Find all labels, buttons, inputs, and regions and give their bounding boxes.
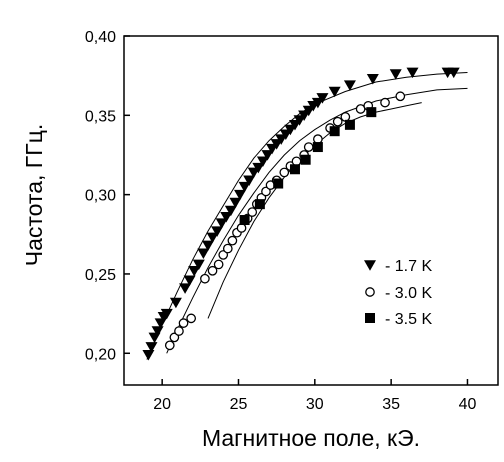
y-tick-label: 0,25 [85, 267, 116, 284]
data-point [261, 186, 271, 197]
data-point [227, 235, 238, 246]
y-tick-label: 0,30 [85, 188, 116, 205]
data-point [247, 207, 258, 217]
legend-marker [365, 287, 375, 297]
data-point [254, 199, 265, 210]
data-point [238, 181, 251, 193]
data-point [213, 259, 224, 270]
data-point [188, 265, 201, 277]
data-point [395, 91, 406, 102]
data-point [222, 243, 233, 254]
data-point [169, 332, 180, 343]
data-point [183, 275, 196, 286]
data-point [218, 250, 229, 260]
data-point [142, 350, 155, 361]
data-point [252, 162, 265, 174]
data-point [256, 156, 269, 168]
x-axis-title: Магнитное поле, кЭ. [202, 425, 420, 451]
data-point [224, 205, 237, 217]
x-tick-label: 35 [382, 396, 400, 413]
data-point [303, 142, 314, 152]
data-point [215, 218, 228, 229]
legend-label: - 3.0 K [385, 285, 432, 302]
y-axis-title: Частота, ГГц. [21, 124, 47, 267]
data-point [186, 313, 197, 324]
data-point [406, 67, 419, 79]
data-point [207, 265, 218, 276]
data-point [289, 164, 300, 175]
data-point [300, 154, 311, 165]
data-point [174, 326, 184, 336]
data-point [261, 150, 274, 161]
data-point [164, 340, 175, 351]
x-tick-label: 30 [306, 396, 324, 413]
data-point [243, 175, 256, 187]
x-tick-label: 20 [153, 396, 171, 413]
data-point [151, 326, 164, 337]
data-point [329, 126, 340, 137]
fit-curve [146, 72, 468, 360]
data-point [169, 297, 182, 309]
data-point [344, 119, 355, 130]
data-point [197, 248, 210, 260]
data-point [328, 86, 341, 98]
legend-marker [364, 260, 376, 271]
y-tick-label: 0,20 [85, 346, 116, 363]
data-point [145, 342, 158, 353]
y-tick-label: 0,40 [85, 29, 116, 46]
data-point [447, 67, 460, 79]
data-point [160, 308, 173, 320]
data-point [316, 93, 329, 104]
x-tick-label: 25 [230, 396, 248, 413]
x-tick-label: 40 [459, 396, 477, 413]
data-point [192, 259, 205, 271]
data-markers [142, 67, 460, 361]
data-point [206, 232, 219, 244]
data-point [312, 142, 323, 153]
data-point [178, 318, 189, 328]
legend-marker [365, 313, 375, 323]
x-axis: 20 25 30 35 40 [153, 379, 476, 413]
y-tick-label: 0,35 [85, 108, 116, 125]
data-point [239, 215, 250, 226]
data-point [179, 283, 192, 294]
data-point [380, 97, 390, 108]
data-point [366, 107, 377, 118]
data-point [389, 69, 402, 80]
data-point [234, 189, 247, 201]
data-point [229, 197, 242, 209]
data-point [343, 80, 356, 91]
legend-label: - 3.5 K [385, 311, 432, 328]
y-axis: 0,20 0,25 0,30 0,35 0,40 [85, 29, 130, 363]
data-point [279, 167, 290, 178]
data-point [200, 273, 210, 284]
legend: - 1.7 K - 3.0 K - 3.5 K [364, 258, 432, 328]
data-point [201, 240, 214, 252]
data-point [366, 74, 379, 85]
data-point [332, 116, 343, 127]
data-point [220, 212, 233, 223]
data-point [211, 226, 224, 237]
data-point [273, 178, 284, 189]
legend-label: - 1.7 K [385, 258, 432, 275]
plot-frame [123, 35, 499, 386]
